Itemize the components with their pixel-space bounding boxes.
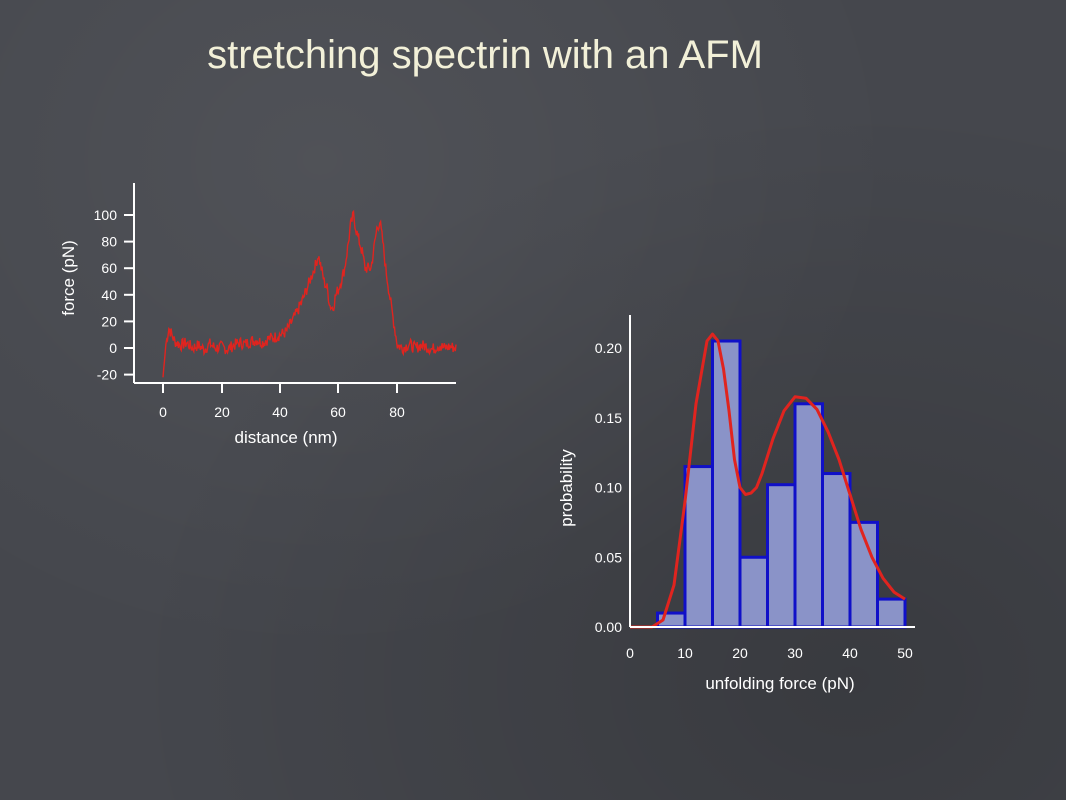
y-tick-label: 0.05 [595,549,622,565]
x-tick-label: 0 [159,404,167,420]
histogram-bar [821,472,852,629]
unfolding-force-histogram: 0.00 0.05 0.10 0.15 0.20 0 10 20 30 40 50 probabi… [557,315,915,693]
y-axis-label: force (pN) [59,240,78,316]
y-tick-label: 100 [94,207,118,223]
x-tick-label: 40 [842,645,858,661]
x-tick-label: 0 [626,645,634,661]
histogram-bar [876,597,907,629]
y-tick-label: 0.20 [595,340,622,356]
x-ticks: 0 20 40 60 80 [159,383,405,420]
force-distance-chart: -20 0 20 40 60 80 100 0 20 40 60 80 force (pN) dis… [59,183,457,447]
y-tick-label: 0.00 [595,619,622,635]
x-axis-label: unfolding force (pN) [705,674,854,693]
y-tick-label: 80 [101,234,117,250]
histogram-bar [793,402,824,629]
y-tick-label: 60 [101,260,117,276]
x-ticks: 0 10 20 30 40 50 [626,645,913,661]
y-tick-label: 0.15 [595,410,622,426]
y-tick-label: 40 [101,287,117,303]
histogram-bar [766,483,797,629]
histogram-bar [738,555,769,629]
y-ticks: -20 0 20 40 60 80 100 [94,207,134,383]
x-tick-label: 20 [732,645,748,661]
y-tick-label: 0 [109,340,117,356]
x-tick-label: 50 [897,645,913,661]
fit-curve [630,332,906,629]
histogram-bars [656,339,907,629]
x-tick-label: 10 [677,645,693,661]
force-trace [162,209,457,378]
y-tick-label: 20 [101,313,117,329]
y-tick-label: 0.10 [595,480,622,496]
x-tick-label: 80 [389,404,405,420]
histogram-bar [683,465,714,629]
x-tick-label: 30 [787,645,803,661]
y-axis-label: probability [557,449,576,527]
slide-title: stretching spectrin with an AFM [207,33,763,77]
x-axis-label: distance (nm) [235,428,338,447]
x-tick-label: 60 [330,404,346,420]
y-tick-label: -20 [97,367,117,383]
x-tick-label: 20 [214,404,230,420]
x-tick-label: 40 [272,404,288,420]
y-ticks: 0.00 0.05 0.10 0.15 0.20 [595,340,622,635]
